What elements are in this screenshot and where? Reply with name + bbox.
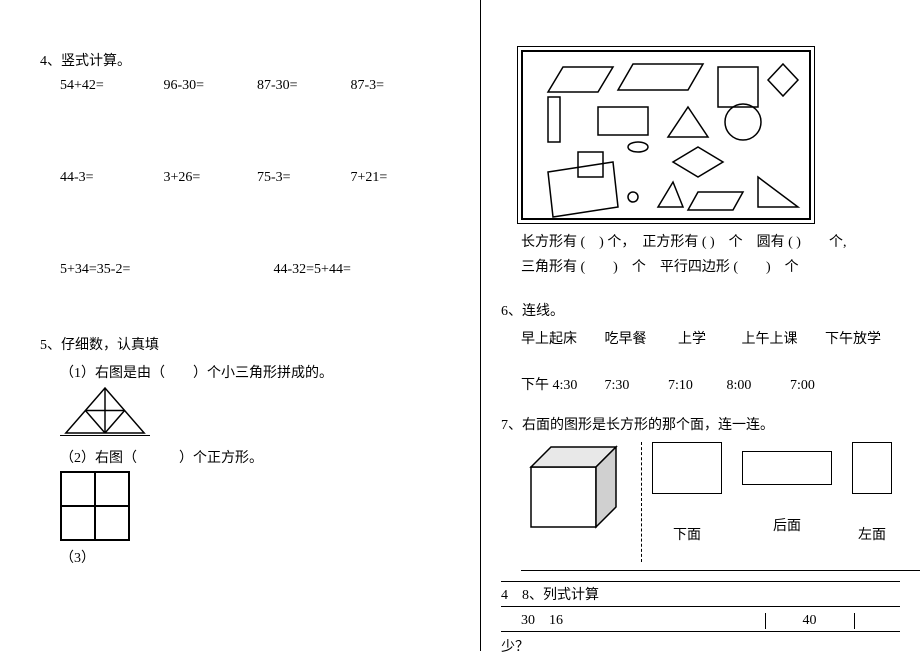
eq: 7+21= xyxy=(351,170,388,186)
q5-part1: （1）右图是由（ ）个小三角形拼成的。 xyxy=(60,362,460,382)
shape-line1: 长方形有 ( ) 个， 正方形有 ( ) 个 圆有 ( ) 个, xyxy=(521,230,900,255)
shape-line2: 三角形有 ( ) 个 平行四边形 ( ) 个 xyxy=(521,255,900,280)
face-back xyxy=(742,451,832,485)
cuboid-icon xyxy=(521,442,631,532)
shapes-svg xyxy=(523,52,813,222)
q7-figure: 下面 后面 左面 xyxy=(521,442,920,571)
item: 7:30 xyxy=(605,378,665,394)
eq: 75-3= xyxy=(257,170,347,186)
shape-caption: 长方形有 ( ) 个， 正方形有 ( ) 个 圆有 ( ) 个, 三角形有 ( … xyxy=(521,230,900,280)
face-label: 下面 xyxy=(652,524,722,544)
q4-title: 4、竖式计算。 xyxy=(40,50,460,70)
q7-title: 7、右面的图形是长方形的那个面，连一连。 xyxy=(501,414,900,434)
q4-row3: 5+34=35-2= 44-32=5+44= xyxy=(60,262,460,278)
item: 下午放学 xyxy=(825,328,881,348)
eq: 87-3= xyxy=(351,78,385,94)
q8-title: 4 8、列式计算 xyxy=(501,581,900,607)
q4-row1: 54+42= 96-30= 87-30= 87-3= xyxy=(60,78,460,94)
q5-part3: （3） xyxy=(60,547,460,567)
triangle-figure xyxy=(60,386,150,436)
face-bottom xyxy=(652,442,722,494)
eq: 87-30= xyxy=(257,78,347,94)
q6-bottom-row: 下午 4:30 7:30 7:10 8:00 7:00 xyxy=(521,374,900,394)
q8-nums: 30 16 xyxy=(521,609,761,629)
eq: 44-32=5+44= xyxy=(274,262,351,278)
item: 上学 xyxy=(678,328,738,348)
q6-top-row: 早上起床 吃早餐 上学 上午上课 下午放学 xyxy=(521,328,900,348)
q8-forty: 40 xyxy=(765,613,855,629)
face-label: 后面 xyxy=(742,515,832,535)
eq: 54+42= xyxy=(60,78,160,94)
face-left xyxy=(852,442,892,494)
q8-tail: 少？ xyxy=(501,636,900,656)
item: 7:00 xyxy=(790,378,815,394)
square-figure xyxy=(60,471,130,541)
left-column: 4、竖式计算。 54+42= 96-30= 87-30= 87-3= 44-3=… xyxy=(0,0,480,651)
eq: 3+26= xyxy=(164,170,254,186)
item: 下午 4:30 xyxy=(521,374,601,394)
face-label: 左面 xyxy=(852,524,892,544)
q6-title: 6、连线。 xyxy=(501,300,900,320)
q5-title: 5、仔细数，认真填 xyxy=(40,334,460,354)
faces-row: 下面 后面 左面 xyxy=(652,442,892,544)
q8-nums-row: 30 16 40 xyxy=(501,607,900,632)
dashed-separator xyxy=(641,442,642,562)
item: 上午上课 xyxy=(742,328,822,348)
item: 早上起床 xyxy=(521,328,601,348)
q5-part2: （2）右图（ ）个正方形。 xyxy=(60,447,460,467)
item: 8:00 xyxy=(727,378,787,394)
eq: 5+34=35-2= xyxy=(60,262,270,278)
eq: 96-30= xyxy=(164,78,254,94)
q4-row2: 44-3= 3+26= 75-3= 7+21= xyxy=(60,170,460,186)
item: 吃早餐 xyxy=(605,328,675,348)
right-column: 长方形有 ( ) 个， 正方形有 ( ) 个 圆有 ( ) 个, 三角形有 ( … xyxy=(480,0,920,651)
item: 7:10 xyxy=(668,378,723,394)
eq: 44-3= xyxy=(60,170,160,186)
shape-box xyxy=(521,50,811,220)
